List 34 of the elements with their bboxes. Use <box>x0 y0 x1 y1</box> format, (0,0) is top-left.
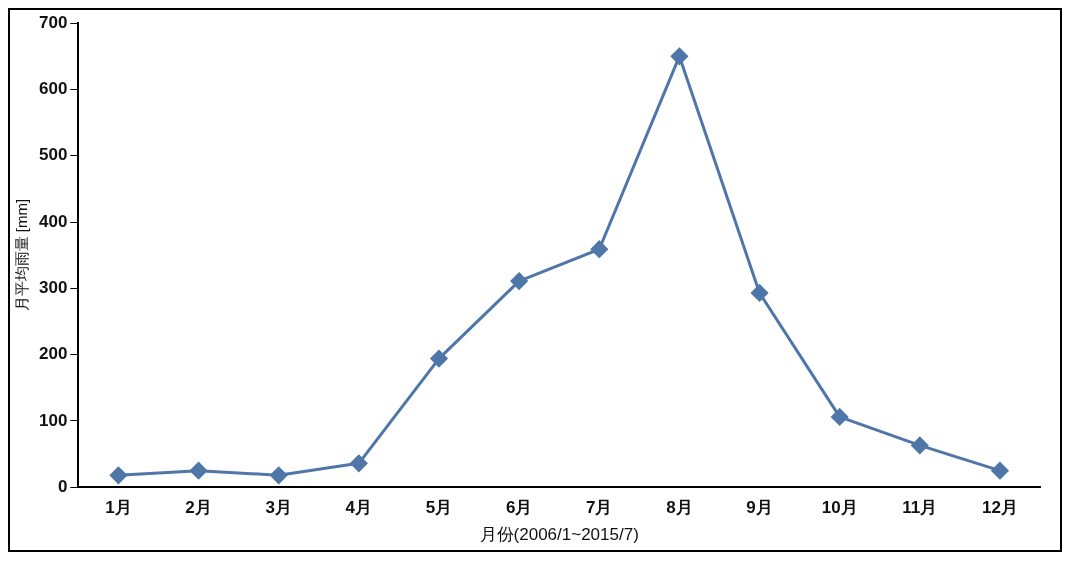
x-tick-label: 12月 <box>981 498 1018 518</box>
x-tick-label: 5月 <box>425 498 453 518</box>
x-tick-label: 1月 <box>105 498 132 518</box>
y-tick-label: 400 <box>38 211 68 231</box>
y-axis-title: 月平均雨量 [mm] <box>13 198 31 312</box>
y-tick-label: 500 <box>38 145 68 165</box>
y-tick-label: 700 <box>38 12 68 32</box>
x-tick-label: 10月 <box>821 498 858 518</box>
x-tick-label: 9月 <box>746 498 773 518</box>
y-tick-label: 100 <box>38 410 68 430</box>
point <box>590 240 608 258</box>
y-tick-label: 300 <box>38 278 68 298</box>
x-tick-label: 2月 <box>185 498 212 518</box>
point <box>991 462 1009 480</box>
point <box>109 466 127 484</box>
point <box>270 466 288 484</box>
point <box>670 47 688 65</box>
x-tick-label: 8月 <box>666 498 693 518</box>
point <box>751 284 769 302</box>
x-tick-label: 3月 <box>265 498 292 518</box>
y-tick-label: 0 <box>57 476 68 496</box>
y-tick-label: 600 <box>38 79 68 99</box>
point <box>510 272 528 290</box>
x-axis-title: 月份(2006/1~2015/7) <box>479 525 639 545</box>
point <box>911 436 929 454</box>
point <box>190 462 208 480</box>
x-tick-label: 7月 <box>586 498 613 518</box>
x-tick-label: 11月 <box>902 498 938 518</box>
x-tick-label: 6月 <box>505 498 533 518</box>
x-tick-label: 4月 <box>345 498 373 518</box>
point <box>831 408 849 426</box>
y-tick-label: 200 <box>38 344 68 364</box>
point <box>430 350 448 368</box>
point <box>350 454 368 472</box>
